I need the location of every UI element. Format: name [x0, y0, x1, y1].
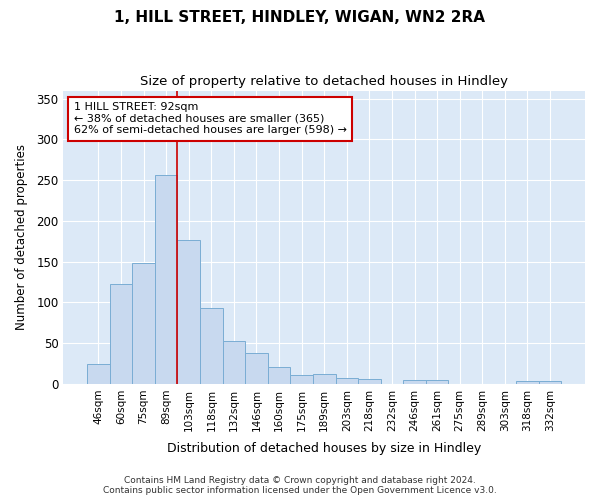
Text: 1, HILL STREET, HINDLEY, WIGAN, WN2 2RA: 1, HILL STREET, HINDLEY, WIGAN, WN2 2RA — [115, 10, 485, 25]
Text: Contains HM Land Registry data © Crown copyright and database right 2024.
Contai: Contains HM Land Registry data © Crown c… — [103, 476, 497, 495]
Bar — [87, 364, 110, 384]
Bar — [313, 374, 335, 384]
Y-axis label: Number of detached properties: Number of detached properties — [15, 144, 28, 330]
Bar — [268, 367, 290, 384]
Bar — [133, 264, 155, 384]
Bar — [290, 375, 313, 384]
Bar — [335, 378, 358, 384]
Bar — [155, 176, 178, 384]
Bar — [200, 308, 223, 384]
Bar — [223, 340, 245, 384]
Text: 1 HILL STREET: 92sqm
← 38% of detached houses are smaller (365)
62% of semi-deta: 1 HILL STREET: 92sqm ← 38% of detached h… — [74, 102, 347, 136]
Bar — [539, 382, 561, 384]
Bar — [358, 379, 380, 384]
X-axis label: Distribution of detached houses by size in Hindley: Distribution of detached houses by size … — [167, 442, 481, 455]
Title: Size of property relative to detached houses in Hindley: Size of property relative to detached ho… — [140, 75, 508, 88]
Bar — [516, 382, 539, 384]
Bar — [110, 284, 133, 384]
Bar — [245, 353, 268, 384]
Bar — [178, 240, 200, 384]
Bar — [426, 380, 448, 384]
Bar — [403, 380, 426, 384]
